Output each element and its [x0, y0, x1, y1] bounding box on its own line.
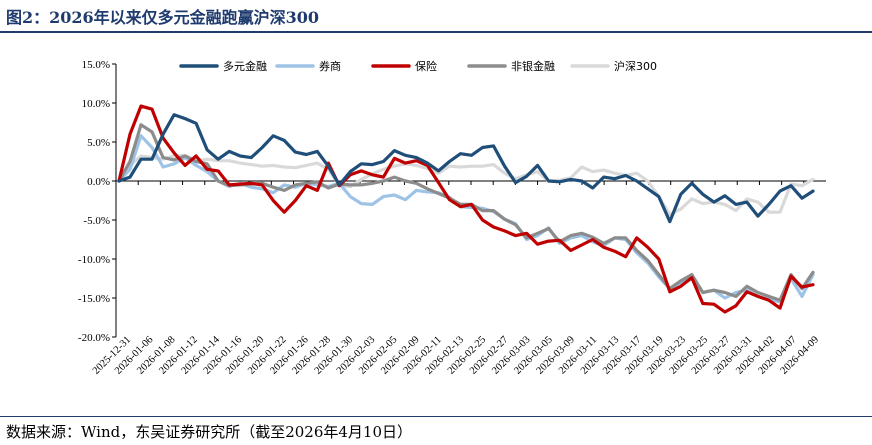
- title-rule: [0, 31, 872, 33]
- bottom-rule: [0, 416, 872, 417]
- legend-label: 券商: [319, 59, 341, 73]
- chart-series: [117, 104, 815, 314]
- legend-label: 沪深300: [614, 59, 657, 73]
- y-tick-label: 0.0%: [87, 176, 110, 188]
- y-tick-label: -5.0%: [83, 215, 110, 227]
- y-tick-label: 15.0%: [82, 59, 110, 71]
- legend-label: 保险: [415, 59, 437, 73]
- y-tick-label: -10.0%: [78, 254, 110, 266]
- chart-axes: 15.0% 10.0% 5.0% 0.0% -5.0% -10.0% -15.0% -20.0…: [78, 59, 826, 377]
- line-chart: 15.0% 10.0% 5.0% 0.0% -5.0% -10.0% -15.0% -20.0…: [78, 59, 826, 377]
- y-tick-label: 5.0%: [87, 137, 110, 149]
- legend-label: 非银金融: [511, 59, 555, 73]
- series-line: [117, 123, 815, 302]
- series-line: [117, 113, 815, 224]
- y-tick-label: -15.0%: [78, 293, 110, 305]
- series-line: [117, 153, 815, 217]
- legend-label: 多元金融: [223, 59, 267, 73]
- y-tick-label: -20.0%: [78, 332, 110, 344]
- source-note: 数据来源：Wind，东吴证券研究所（截至2026年4月10日）: [6, 423, 413, 441]
- y-tick-label: 10.0%: [82, 98, 110, 110]
- series-line: [117, 104, 815, 314]
- figure-title: 图2：2026年以来仅多元金融跑赢沪深300: [6, 8, 320, 27]
- chart-legend: 多元金融 券商 保险 非银金融 沪深300: [179, 59, 657, 73]
